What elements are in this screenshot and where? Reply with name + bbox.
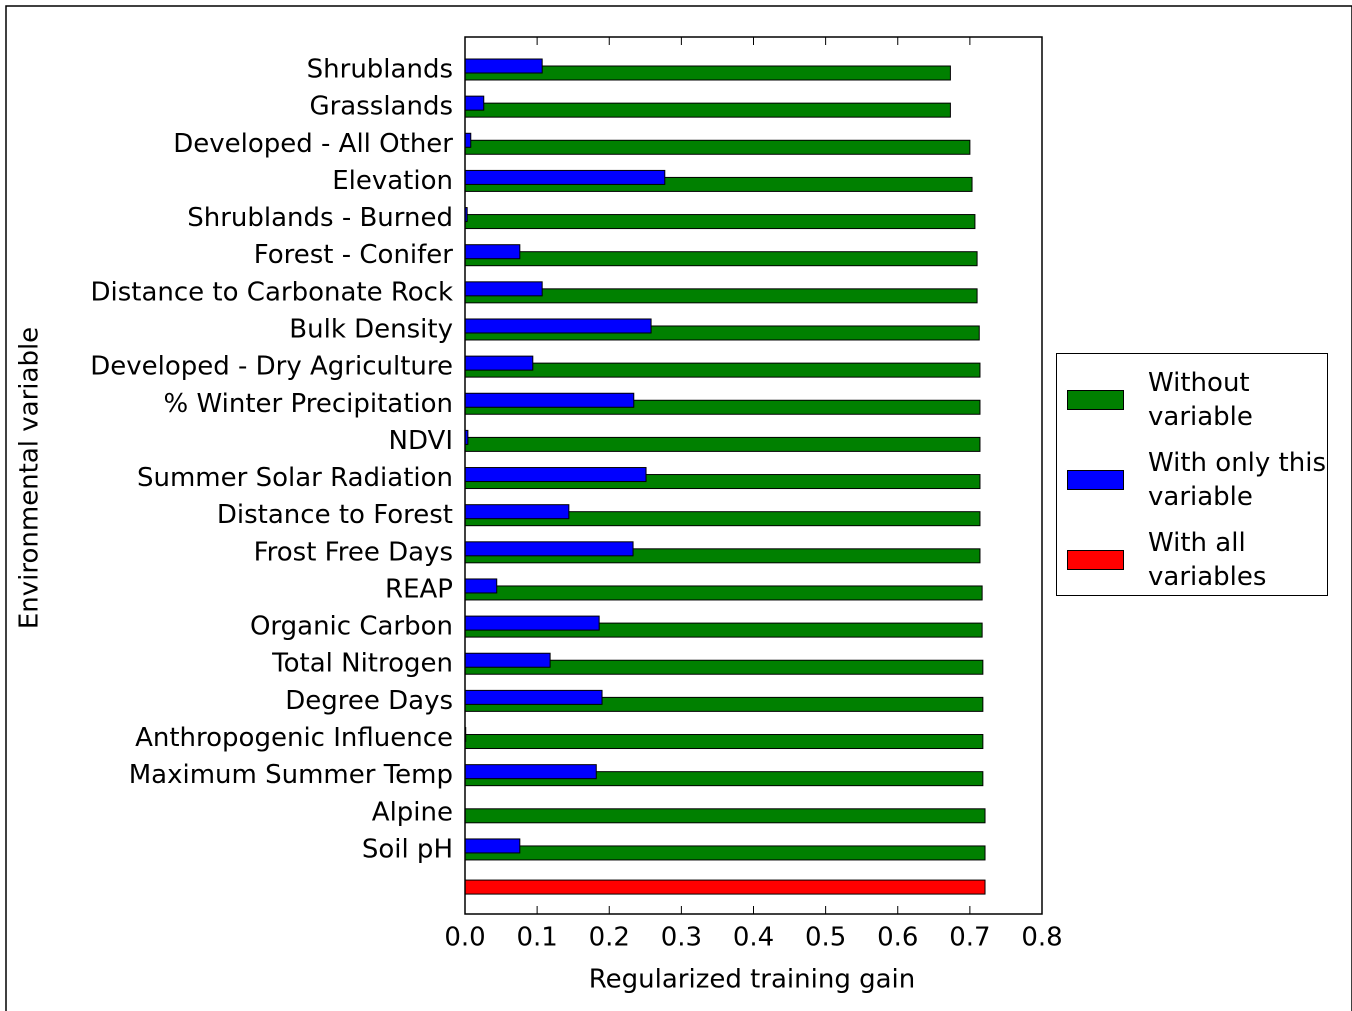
- y-tick-label: Soil pH: [362, 834, 453, 864]
- legend-swatch: [1067, 550, 1124, 570]
- y-tick-label: Shrublands - Burned: [187, 203, 453, 233]
- y-tick-label: Anthropogenic Influence: [135, 723, 453, 753]
- y-tick-label: Frost Free Days: [254, 537, 453, 567]
- bar: [464, 578, 498, 594]
- legend-label: With only this variable: [1148, 448, 1327, 512]
- y-tick-label: % Winter Precipitation: [164, 389, 453, 419]
- bar: [464, 615, 600, 631]
- x-tick-label: 0.4: [733, 923, 774, 953]
- y-tick-label: Total Nitrogen: [271, 649, 453, 679]
- bar: [464, 808, 986, 824]
- bar: [464, 734, 984, 750]
- bar: [464, 392, 635, 408]
- bar: [464, 362, 981, 378]
- bar: [464, 436, 981, 452]
- y-tick-label: Developed - All Other: [173, 129, 453, 159]
- y-tick-label: Grasslands: [309, 92, 453, 122]
- legend-swatch: [1067, 390, 1124, 410]
- bar: [464, 281, 543, 297]
- y-tick-label: REAP: [385, 574, 453, 604]
- y-tick-label: Shrublands: [307, 55, 453, 85]
- frame: [5, 5, 1352, 1011]
- x-tick-label: 0.6: [877, 923, 918, 953]
- x-tick-label: 0.5: [805, 923, 846, 953]
- y-axis-label: Environmental variable: [15, 327, 45, 629]
- legend-swatch: [1067, 470, 1124, 490]
- x-tick-label: 0.0: [444, 923, 485, 953]
- bar: [464, 838, 521, 854]
- bar: [464, 95, 485, 111]
- bar: [464, 652, 551, 668]
- bar: [464, 541, 634, 557]
- y-tick-label: Alpine: [372, 797, 453, 827]
- legend: Without variable With only this variable W…: [1056, 353, 1328, 596]
- y-tick-label: Bulk Density: [289, 314, 453, 344]
- y-tick-label: Organic Carbon: [250, 612, 453, 642]
- legend-item: Without variable: [1067, 366, 1333, 434]
- bar: [464, 139, 971, 155]
- bar: [464, 244, 521, 260]
- x-tick-label: 0.7: [949, 923, 990, 953]
- bar: [464, 132, 472, 148]
- bar: [464, 58, 543, 74]
- legend-item: With only this variable: [1067, 446, 1333, 514]
- x-axis-label: Regularized training gain: [589, 965, 916, 995]
- bar: [464, 764, 597, 780]
- bar: [464, 467, 647, 483]
- bar: [464, 585, 983, 601]
- bar: [464, 845, 986, 861]
- bar: [464, 102, 951, 118]
- bar: [464, 251, 978, 267]
- y-tick-label: Distance to Forest: [217, 500, 453, 530]
- y-tick-label: Forest - Conifer: [254, 240, 454, 270]
- bar: [464, 689, 603, 705]
- y-tick-label: Elevation: [332, 166, 453, 196]
- bar: [464, 318, 652, 334]
- y-tick-label: Degree Days: [285, 686, 453, 716]
- legend-item: With all variables: [1067, 526, 1333, 594]
- y-tick-label: Maximum Summer Temp: [129, 760, 453, 790]
- bar: [464, 169, 666, 185]
- y-tick-label: Distance to Carbonate Rock: [90, 277, 453, 307]
- legend-label: With all variables: [1148, 528, 1267, 592]
- x-tick-label: 0.3: [661, 923, 702, 953]
- y-tick-label: Developed - Dry Agriculture: [90, 352, 453, 382]
- bar: [464, 214, 976, 230]
- x-tick-label: 0.1: [516, 923, 557, 953]
- bar: [464, 504, 570, 520]
- y-tick-label: Summer Solar Radiation: [137, 463, 453, 493]
- x-tick-label: 0.2: [589, 923, 630, 953]
- x-tick-label: 0.8: [1021, 923, 1062, 953]
- bar: [464, 879, 986, 895]
- y-tick-label: NDVI: [389, 426, 453, 456]
- legend-label: Without variable: [1148, 368, 1253, 432]
- bar: [464, 355, 534, 371]
